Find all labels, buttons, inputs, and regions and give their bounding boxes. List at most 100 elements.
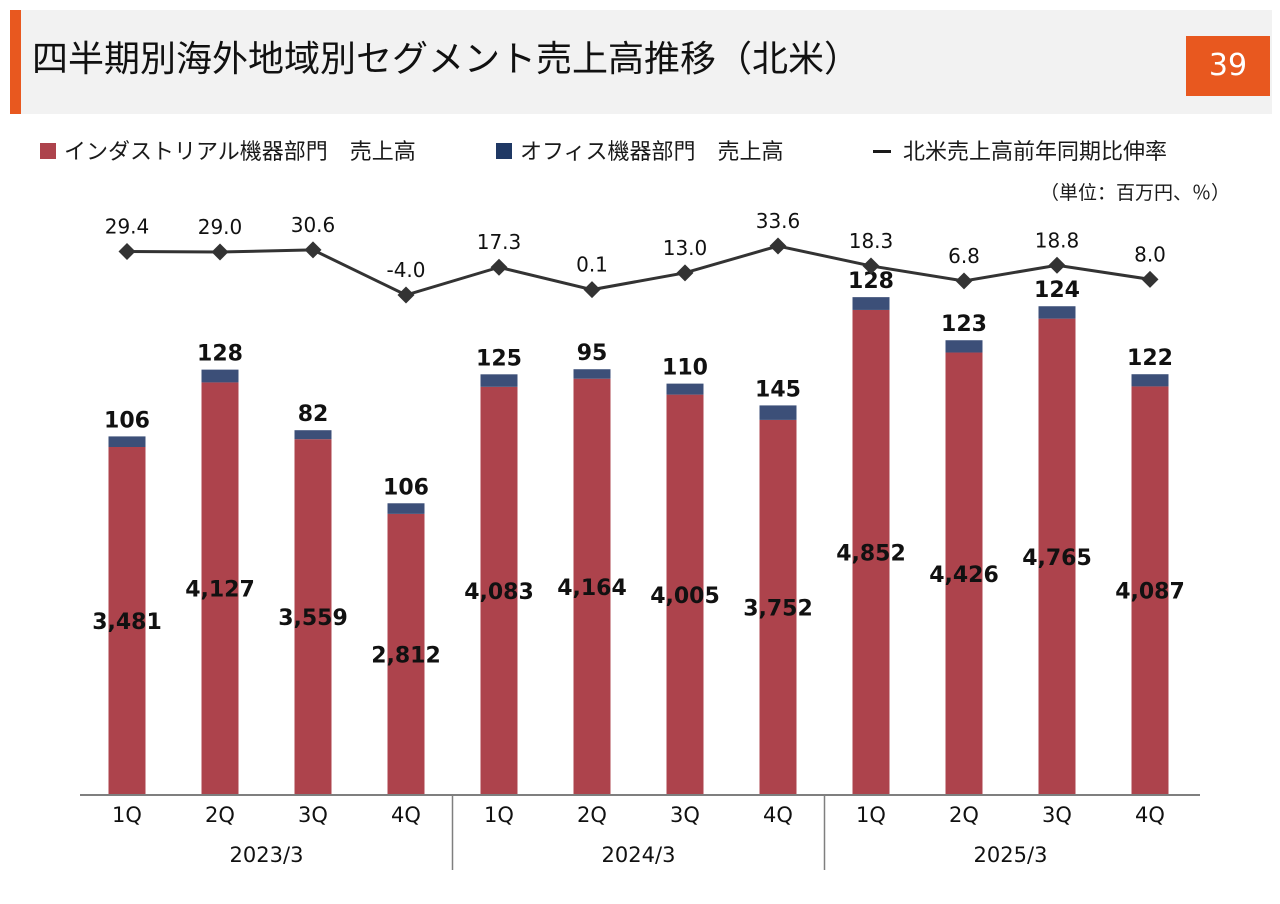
bar-office <box>480 374 518 387</box>
growth-value-label: 13.0 <box>663 236 708 260</box>
x-tick-label: 1Q <box>112 803 142 827</box>
bar-office <box>852 297 890 310</box>
industrial-value-label: 4,087 <box>1115 580 1185 605</box>
bar-office <box>294 430 332 440</box>
industrial-value-label: 4,164 <box>557 576 627 601</box>
growth-marker <box>304 241 322 259</box>
bar-industrial <box>1038 318 1076 795</box>
growth-marker <box>955 272 973 290</box>
bar-industrial <box>852 309 890 795</box>
growth-value-label: 29.0 <box>198 215 243 239</box>
legend-label-office: オフィス機器部門 売上高 <box>520 140 784 165</box>
growth-value-label: 29.4 <box>105 214 150 238</box>
x-tick-label: 3Q <box>298 803 328 827</box>
group-label: 2025/3 <box>974 843 1048 867</box>
growth-value-label: -4.0 <box>386 258 425 282</box>
growth-marker <box>118 242 136 260</box>
title-band: 四半期別海外地域別セグメント売上高推移（北米） 39 <box>10 10 1272 114</box>
industrial-value-label: 2,812 <box>371 643 441 668</box>
x-tick-label: 3Q <box>670 803 700 827</box>
industrial-value-label: 4,426 <box>929 563 999 588</box>
x-tick-label: 4Q <box>763 803 793 827</box>
growth-value-label: 17.3 <box>477 230 522 254</box>
growth-marker <box>862 257 880 275</box>
office-value-label: 110 <box>662 356 708 381</box>
bar-office <box>108 436 146 447</box>
industrial-value-label: 4,765 <box>1022 546 1092 571</box>
x-tick-label: 4Q <box>391 803 421 827</box>
bar-office <box>759 405 797 420</box>
group-label: 2023/3 <box>230 843 304 867</box>
bar-industrial <box>1131 386 1169 795</box>
industrial-value-label: 4,083 <box>464 580 534 605</box>
bar-industrial <box>666 394 704 795</box>
legend-line-growth <box>873 149 891 153</box>
legend-item-growth: 北米売上高前年同期比伸率 <box>873 136 1167 170</box>
x-tick-label: 3Q <box>1042 803 1072 827</box>
bar-industrial <box>387 513 425 795</box>
x-tick-label: 1Q <box>856 803 886 827</box>
legend-item-office: オフィス機器部門 売上高 <box>496 136 784 170</box>
office-value-label: 106 <box>104 408 150 433</box>
industrial-value-label: 3,559 <box>278 606 348 631</box>
industrial-value-label: 4,852 <box>836 541 906 566</box>
bar-office <box>1131 374 1169 387</box>
office-value-label: 95 <box>577 341 608 366</box>
bar-industrial <box>201 382 239 795</box>
growth-marker <box>211 243 229 261</box>
bar-office <box>387 503 425 514</box>
bar-industrial <box>759 419 797 795</box>
page-title: 四半期別海外地域別セグメント売上高推移（北米） <box>32 39 861 80</box>
bar-industrial <box>108 447 146 795</box>
growth-marker <box>1048 256 1066 274</box>
growth-value-label: 18.3 <box>849 229 894 253</box>
x-tick-label: 2Q <box>577 803 607 827</box>
bar-industrial <box>573 378 611 795</box>
growth-marker <box>769 237 787 255</box>
office-value-label: 125 <box>476 346 522 371</box>
growth-marker <box>583 281 601 299</box>
office-value-label: 122 <box>1127 346 1173 371</box>
growth-value-label: 0.1 <box>576 253 608 277</box>
title-accent-bar <box>10 10 21 114</box>
legend-label-growth: 北米売上高前年同期比伸率 <box>903 140 1168 165</box>
office-value-label: 82 <box>298 402 329 427</box>
growth-value-label: 18.8 <box>1035 228 1080 252</box>
growth-value-label: 6.8 <box>948 244 980 268</box>
x-tick-label: 4Q <box>1135 803 1165 827</box>
bar-office <box>1038 306 1076 319</box>
group-label: 2024/3 <box>602 843 676 867</box>
legend-swatch-office <box>496 143 512 159</box>
growth-marker <box>1141 270 1159 288</box>
growth-marker <box>676 264 694 282</box>
growth-value-label: 33.6 <box>756 209 801 233</box>
growth-marker <box>490 258 508 276</box>
x-tick-label: 2Q <box>205 803 235 827</box>
office-value-label: 106 <box>383 475 429 500</box>
growth-marker <box>397 286 415 304</box>
office-value-label: 145 <box>755 377 801 402</box>
industrial-value-label: 4,127 <box>185 578 255 603</box>
bar-office <box>201 369 239 383</box>
growth-value-label: 8.0 <box>1134 242 1166 266</box>
bar-industrial <box>945 352 983 795</box>
legend-item-industrial: インダストリアル機器部門 売上高 <box>40 136 416 170</box>
office-value-label: 128 <box>197 342 243 367</box>
office-value-label: 124 <box>1034 278 1080 303</box>
bar-office <box>666 383 704 395</box>
growth-line <box>126 244 1151 297</box>
bar-office <box>573 369 611 379</box>
industrial-value-label: 3,481 <box>92 610 162 635</box>
x-tick-label: 2Q <box>949 803 979 827</box>
office-value-label: 123 <box>941 312 987 337</box>
bar-office <box>945 340 983 353</box>
bar-industrial <box>480 386 518 795</box>
industrial-value-label: 3,752 <box>743 596 813 621</box>
legend-swatch-industrial <box>40 143 56 159</box>
page-number: 39 <box>1186 36 1270 96</box>
unit-note: （単位：百万円、％） <box>1040 182 1231 204</box>
bar-industrial <box>294 439 332 795</box>
industrial-value-label: 4,005 <box>650 584 720 609</box>
growth-value-label: 30.6 <box>291 213 336 237</box>
